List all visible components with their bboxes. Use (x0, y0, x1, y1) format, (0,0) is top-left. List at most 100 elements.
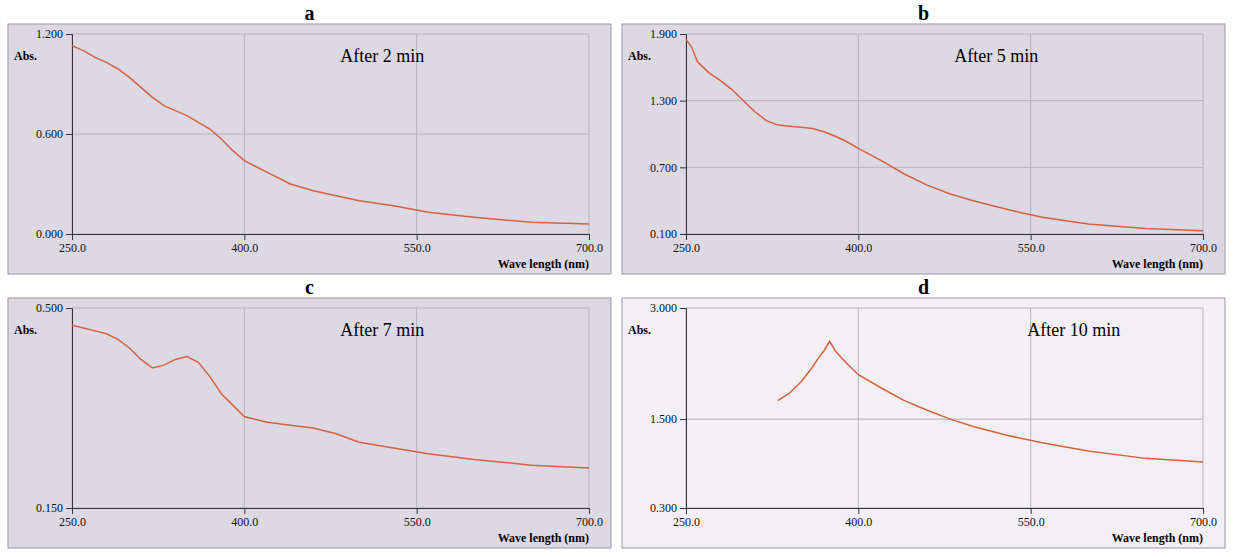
panel-title: After 10 min (1027, 320, 1120, 340)
tick-mark (1203, 508, 1204, 514)
tick-label: 550.0 (1018, 515, 1045, 529)
plot: 250.0400.0550.0700.00.1500.500After 7 mi… (14, 301, 603, 545)
y-axis: 0.100 0.700 1.300 1.900 (650, 27, 687, 241)
tick-label: 0.700 (650, 161, 677, 175)
tick: 0.000 (36, 227, 72, 241)
tick-label: 1.900 (650, 27, 677, 41)
tick: 700.0 (1190, 508, 1217, 529)
x-axis-title: Wave length (nm) (498, 531, 589, 545)
grid-line (858, 308, 859, 508)
tick: 1.900 (650, 27, 686, 41)
tick: 3.000 (650, 301, 686, 315)
marks (72, 325, 589, 468)
x-axis-title: Wave length (nm) (1112, 531, 1203, 545)
panel: c250.0400.0550.0700.00.1500.500After 7 m… (8, 276, 611, 548)
tick-mark (680, 234, 686, 235)
y-axis: 0.000 0.600 1.200 (36, 27, 73, 241)
figure: a250.0400.0550.0700.00.0000.6001.200Afte… (0, 0, 1233, 557)
y-axis: 0.150 0.500 (36, 301, 73, 515)
axis-line (680, 35, 687, 235)
grid-line (244, 34, 245, 234)
y-axis-title: Abs. (628, 49, 651, 63)
x-axis-title: Wave length (nm) (498, 257, 589, 271)
marks (778, 341, 1203, 462)
tick: 250.0 (673, 508, 700, 529)
tick-label: 700.0 (576, 241, 603, 255)
x-axis: 250.0400.0550.0700.0 (673, 234, 1217, 255)
tick: 0.300 (650, 501, 686, 515)
tick: 250.0 (673, 234, 700, 255)
tick: 0.150 (36, 501, 72, 515)
grid-line (72, 134, 589, 135)
grid (686, 34, 1203, 234)
tick-label: 250.0 (59, 241, 86, 255)
axis-line (66, 35, 73, 235)
tick-mark (66, 234, 72, 235)
grid-line (1203, 308, 1204, 508)
panel-background (8, 298, 611, 548)
marks (686, 40, 1203, 231)
panel-title: After 2 min (340, 46, 424, 66)
tick: 0.700 (650, 161, 686, 175)
tick-label: 400.0 (231, 241, 258, 255)
tick-label: 550.0 (404, 515, 431, 529)
axis-line (680, 309, 687, 509)
panel: d 250.0 400.0 550.0 700.0 0.300 1.500 3.000 Afte… (622, 276, 1225, 548)
tick: 1.200 (36, 27, 72, 41)
x-axis-title: Wave length (nm) (1112, 257, 1203, 271)
y-axis: 0.300 1.500 3.000 (650, 301, 687, 515)
tick: 550.0 (404, 508, 431, 529)
tick: 1.500 (650, 412, 686, 426)
tick-mark (66, 308, 72, 309)
tick-label: 3.000 (650, 301, 677, 315)
tick-label: 0.300 (650, 501, 677, 515)
tick-mark (680, 101, 686, 102)
y-axis-title: Abs. (628, 323, 651, 337)
grid-line (244, 308, 245, 508)
tick-mark (858, 508, 859, 514)
grid-line (686, 308, 1203, 309)
tick: 550.0 (1018, 508, 1045, 529)
tick: 0.100 (650, 227, 686, 241)
tick: 0.500 (36, 301, 72, 315)
grid-line (686, 34, 1203, 35)
panel-letter: c (305, 276, 314, 298)
axis-line (687, 235, 1204, 241)
tick-label: 1.500 (650, 412, 677, 426)
panel-title: After 5 min (954, 46, 1038, 66)
tick: 400.0 (845, 508, 872, 529)
y-axis-title: Abs. (14, 323, 37, 337)
panel-background (8, 24, 611, 274)
tick-label: 250.0 (59, 515, 86, 529)
panel: b250.0400.0550.0700.00.1000.7001.3001.90… (622, 2, 1225, 274)
x-axis: 250.0 400.0 550.0 700.0 (673, 508, 1217, 529)
tick-mark (680, 308, 686, 309)
tick-mark (589, 508, 590, 514)
plot: 250.0 400.0 550.0 700.0 0.000 0.600 1.200 After… (14, 27, 603, 271)
tick-mark (244, 508, 245, 514)
tick-label: 400.0 (231, 515, 258, 529)
tick-mark (858, 234, 859, 240)
grid-line (72, 308, 589, 309)
spectrum-line (778, 341, 1203, 462)
tick-mark (589, 234, 590, 240)
tick-label: 250.0 (673, 241, 700, 255)
tick-label: 700.0 (576, 515, 603, 529)
tick: 0.600 (36, 127, 72, 141)
grid-line (589, 34, 590, 234)
tick-mark (66, 134, 72, 135)
tick: 400.0 (845, 234, 872, 255)
panel-letter: d (918, 276, 929, 298)
tick-label: 250.0 (673, 515, 700, 529)
tick-label: 1.300 (650, 94, 677, 108)
plot: 250.0400.0550.0700.00.1000.7001.3001.900… (628, 27, 1217, 271)
tick-mark (66, 508, 72, 509)
tick: 700.0 (1190, 234, 1217, 255)
tick-mark (244, 234, 245, 240)
tick: 250.0 (59, 508, 86, 529)
grid-line (686, 167, 1203, 168)
tick: 550.0 (404, 234, 431, 255)
tick: 700.0 (576, 234, 603, 255)
tick-mark (1203, 234, 1204, 240)
tick: 1.300 (650, 94, 686, 108)
